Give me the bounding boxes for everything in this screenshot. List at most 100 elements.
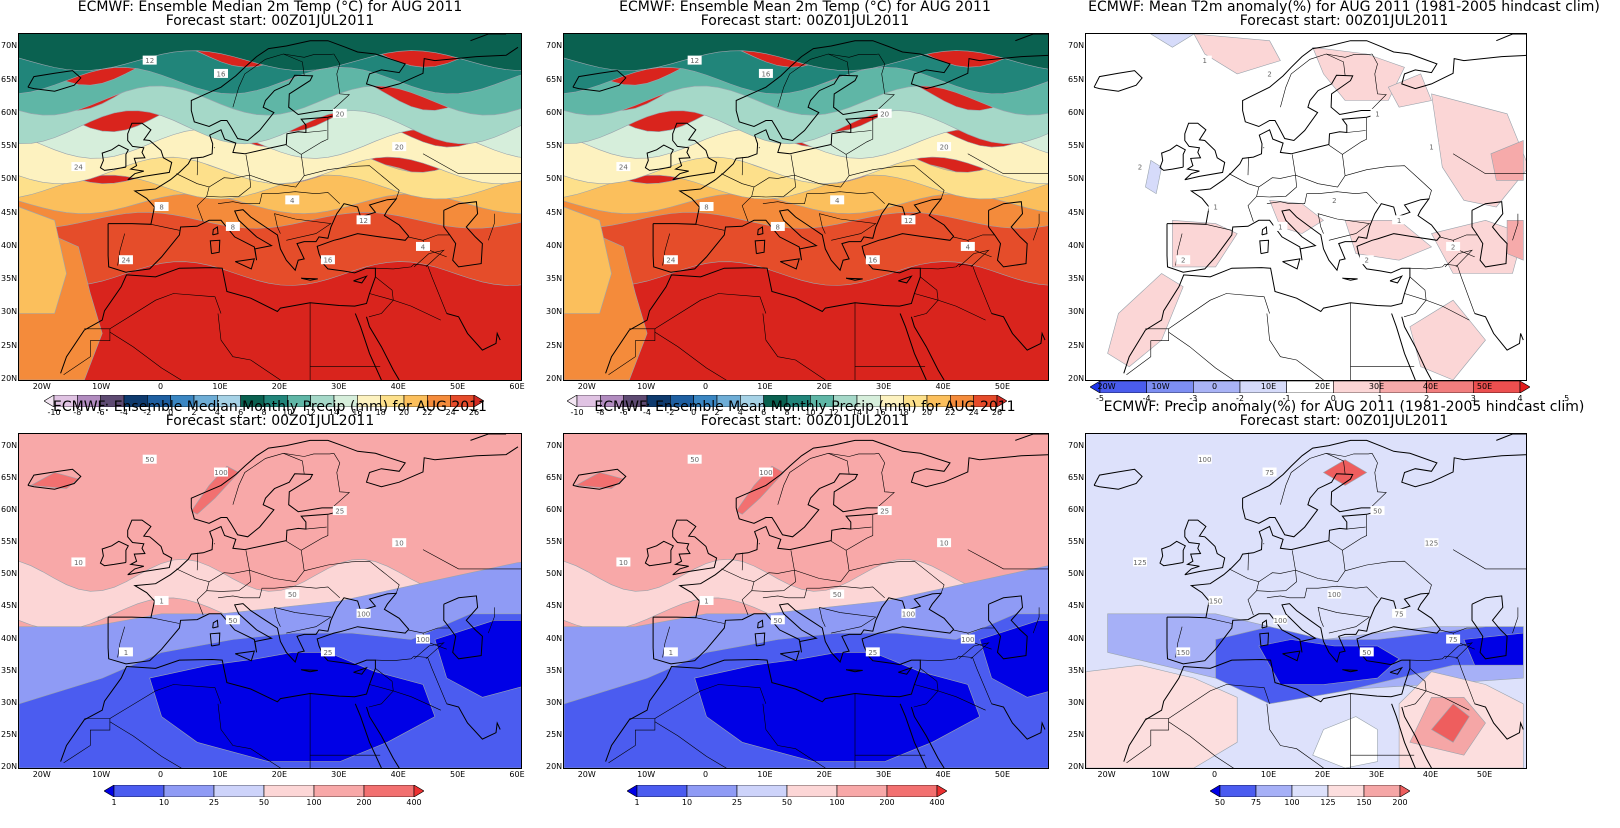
contour-label: 16 bbox=[865, 255, 880, 265]
svg-text:1: 1 bbox=[704, 598, 708, 606]
country-border bbox=[305, 526, 327, 530]
svg-text:50: 50 bbox=[773, 617, 782, 625]
coastline bbox=[108, 40, 519, 225]
svg-text:1: 1 bbox=[1375, 110, 1379, 118]
contour-label: 24 bbox=[616, 162, 631, 172]
coastline bbox=[1167, 40, 1526, 225]
map-svg: 50 100 25 10 1 50 100 25 10 1 50 100 bbox=[564, 434, 1048, 768]
contour-label: 8 bbox=[154, 202, 169, 212]
svg-text:8: 8 bbox=[231, 223, 235, 231]
svg-text:12: 12 bbox=[904, 217, 913, 225]
lon-label: 0 bbox=[158, 382, 164, 391]
contour-label: 1 bbox=[1273, 221, 1288, 231]
colorbar-label: 75 bbox=[1250, 798, 1262, 807]
country-border bbox=[762, 191, 885, 204]
coastline bbox=[60, 198, 410, 374]
country-border bbox=[1512, 213, 1519, 241]
country-border bbox=[1247, 157, 1249, 176]
coastline bbox=[446, 313, 501, 351]
country-border bbox=[375, 263, 447, 314]
contour-label: 75 bbox=[1392, 608, 1407, 618]
coastline bbox=[605, 198, 955, 374]
country-border bbox=[913, 684, 939, 708]
fill-6 bbox=[19, 34, 521, 71]
colorbar-segment bbox=[786, 785, 838, 797]
country-border bbox=[958, 249, 990, 268]
country-border bbox=[777, 53, 829, 108]
contour-label: 12 bbox=[142, 55, 157, 65]
lon-label: 0 bbox=[158, 770, 164, 779]
country-border bbox=[695, 617, 725, 624]
coastline bbox=[653, 439, 1048, 619]
colorbar-segment bbox=[836, 785, 888, 797]
panel-title: ECMWF: Ensemble Mean 2m Temp (°C) for AU… bbox=[545, 0, 1065, 28]
country-border bbox=[877, 53, 895, 111]
svg-text:16: 16 bbox=[323, 257, 332, 265]
contour-label: 2 bbox=[1327, 195, 1342, 205]
title-line1: ECMWF: Mean T2m anomaly(%) for AUG 2011 … bbox=[1088, 0, 1600, 15]
country-border bbox=[877, 453, 895, 508]
country-border bbox=[828, 53, 850, 76]
contour-label: 4 bbox=[960, 241, 975, 251]
colorbar-svg bbox=[1090, 381, 1530, 393]
lat-label: 35N bbox=[1, 274, 18, 284]
country-border bbox=[1266, 191, 1378, 204]
coastline bbox=[1496, 34, 1526, 42]
fill-20-atl bbox=[19, 206, 67, 314]
country-border bbox=[654, 293, 767, 330]
colorbar-label: 2 bbox=[714, 408, 720, 417]
colorbar-label: 200 bbox=[879, 798, 895, 807]
colorbar-label: -8 bbox=[73, 408, 82, 417]
svg-text:50: 50 bbox=[690, 456, 699, 464]
panel-mean-temp: ECMWF: Ensemble Mean 2m Temp (°C) for AU… bbox=[545, 0, 1065, 417]
country-border bbox=[283, 453, 334, 457]
country-border bbox=[1266, 313, 1324, 380]
colorbar-segment bbox=[1255, 785, 1293, 797]
lat-label: 25N bbox=[1, 729, 18, 739]
coastline bbox=[1123, 198, 1441, 374]
lon-label: 50E bbox=[449, 382, 466, 391]
country-border bbox=[206, 174, 252, 198]
title-line1: ECMWF: Ensemble Mean 2m Temp (°C) for AU… bbox=[619, 0, 991, 15]
lat-label: 55N bbox=[546, 537, 563, 547]
coastline bbox=[443, 201, 483, 268]
lon-label: 10W bbox=[92, 382, 111, 391]
svg-text:8: 8 bbox=[776, 223, 780, 231]
colorbar-label: 200 bbox=[1392, 798, 1408, 807]
colorbar-label: 5 bbox=[1564, 394, 1570, 403]
country-border bbox=[1444, 249, 1473, 268]
colorbar-label: -2 bbox=[143, 408, 152, 417]
svg-text:1: 1 bbox=[1203, 57, 1207, 65]
svg-text:100: 100 bbox=[902, 610, 915, 618]
coastline bbox=[1401, 706, 1432, 768]
contour-label: 8 bbox=[770, 221, 785, 231]
colorbar-label: 18 bbox=[375, 408, 386, 417]
contour-label: 100 bbox=[415, 634, 430, 644]
svg-text:20: 20 bbox=[940, 144, 949, 152]
colorbar-label: 24 bbox=[445, 408, 456, 417]
colorbar-label: 8 bbox=[261, 408, 267, 417]
country-border bbox=[828, 453, 850, 474]
country-border bbox=[1444, 642, 1473, 660]
svg-text:1: 1 bbox=[1397, 217, 1401, 225]
colorbar-label: 14 bbox=[851, 408, 863, 417]
coastline bbox=[988, 201, 1028, 268]
map-area: 12 16 20 24 8 4 12 16 20 24 8 4 bbox=[18, 33, 522, 381]
svg-text:100: 100 bbox=[214, 469, 227, 477]
country-border bbox=[232, 453, 284, 505]
lat-label: 55N bbox=[1, 141, 18, 151]
svg-text:10: 10 bbox=[940, 540, 949, 548]
colorbar-svg bbox=[104, 785, 424, 797]
lat-label: 50N bbox=[1, 174, 18, 184]
coastline bbox=[209, 239, 221, 255]
title-line2: Forecast start: 00Z01JUL2011 bbox=[1239, 13, 1449, 29]
country-border bbox=[819, 606, 877, 634]
lon-label: 10W bbox=[92, 770, 111, 779]
lat-label: 25N bbox=[1, 340, 18, 350]
contour-label: 10 bbox=[616, 557, 631, 567]
contour-label: 50 bbox=[1359, 647, 1374, 657]
colorbar-label: 10 bbox=[282, 408, 293, 417]
country-border bbox=[654, 684, 767, 719]
colorbar-label: 8 bbox=[784, 408, 790, 417]
country-border bbox=[654, 331, 727, 380]
